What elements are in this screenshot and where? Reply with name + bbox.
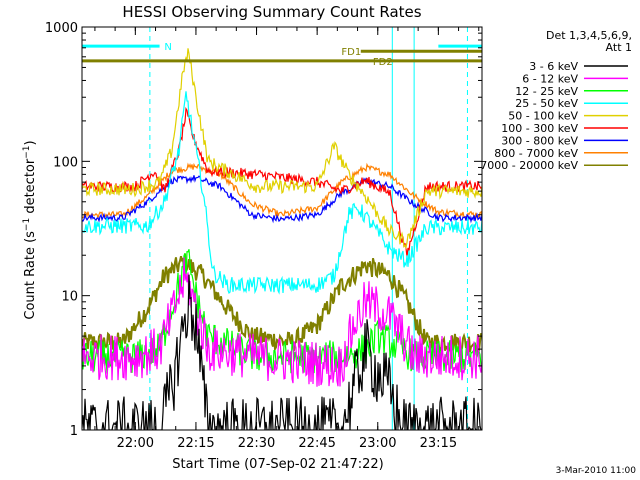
legend-label-6: 300 - 800 keV: [501, 134, 578, 147]
series-line-300-800-kev: [82, 175, 482, 224]
series-line-6-12-kev: [82, 257, 482, 387]
legend-label-7: 800 - 7000 keV: [494, 147, 578, 160]
plot-frame: [81, 26, 483, 431]
legend-label-8: 7000 - 20000 keV: [480, 159, 578, 172]
x-tick-label-0: 22:00: [117, 436, 154, 451]
x-tick-label-4: 23:00: [359, 436, 396, 451]
svg-text:Count Rate (s−1 detector−1): Count Rate (s−1 detector−1): [22, 140, 38, 319]
legend-label-5: 100 - 300 keV: [501, 122, 578, 135]
legend-label-0: 3 - 6 keV: [529, 60, 578, 73]
x-tick-label-2: 22:30: [238, 436, 275, 451]
y-tick-label-2: 100: [53, 155, 78, 170]
y-tick-label-1: 10: [61, 290, 78, 305]
y-axis-label: Count Rate (s−1 detector−1): [22, 140, 38, 319]
legend-header-line2: Att 1: [606, 41, 632, 54]
annotation-label-fd2: FD2: [373, 57, 393, 68]
footer-date: 3-Mar-2010 11:00: [556, 466, 637, 476]
chart-title: HESSI Observing Summary Count Rates: [122, 3, 421, 21]
x-axis-label: Start Time (07-Sep-02 21:47:22): [172, 457, 383, 472]
y-tick-label-0: 1: [70, 424, 78, 439]
legend-label-2: 12 - 25 keV: [515, 85, 578, 98]
annotation-label-n: N: [164, 42, 171, 53]
series-line-800-7000-kev: [82, 162, 482, 221]
legend-header-line1: Det 1,3,4,5,6,9,: [546, 29, 632, 42]
series-line-3-6-kev: [82, 274, 482, 430]
series-line-7000-20000-kev: [82, 253, 482, 354]
annotation-label-fd1: FD1: [341, 47, 361, 58]
x-tick-label-5: 23:15: [420, 436, 457, 451]
series-line-50-100-kev: [82, 48, 482, 250]
legend-label-4: 50 - 100 keV: [508, 110, 578, 123]
y-tick-label-3: 1000: [45, 21, 78, 36]
x-tick-label-1: 22:15: [177, 436, 214, 451]
legend-label-1: 6 - 12 keV: [522, 72, 578, 85]
x-tick-label-3: 22:45: [298, 436, 335, 451]
series-line-100-300-kev: [82, 106, 482, 257]
legend-label-3: 25 - 50 keV: [515, 97, 578, 110]
series-group: [82, 27, 482, 430]
plot-area: N FD1 FD2 1 10 100 1000 22:00 22:15 22:30 22:45 23:…: [45, 21, 483, 451]
series-line-25-50-kev: [82, 91, 482, 295]
